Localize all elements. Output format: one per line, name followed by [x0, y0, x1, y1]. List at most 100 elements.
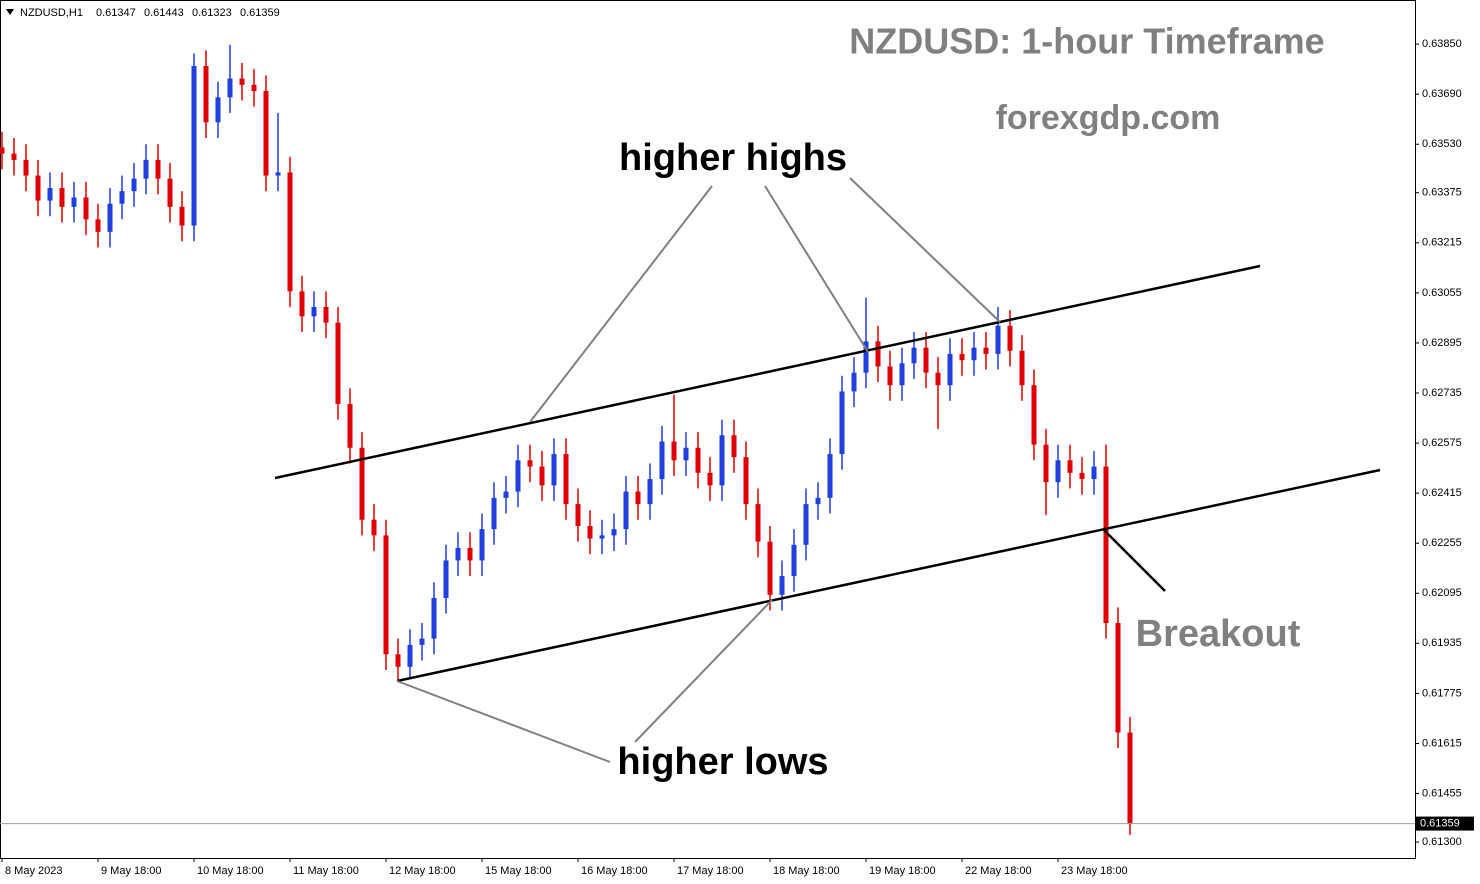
candle-body: [743, 457, 749, 505]
candle-body: [959, 353, 965, 361]
candle-body: [47, 188, 53, 201]
candle-body: [515, 460, 521, 492]
pointer: [634, 599, 773, 743]
candle-body: [371, 519, 377, 536]
candles: [0, 44, 1133, 835]
candle-body: [179, 206, 185, 226]
candle-body: [347, 403, 353, 448]
candle-body: [431, 597, 437, 639]
candle-body: [503, 491, 509, 498]
last-price-label: 0.61359: [1420, 817, 1460, 829]
candle-body: [83, 197, 89, 220]
ohlc: 0.61359: [240, 7, 280, 19]
candle-body: [107, 203, 113, 232]
candle-body: [167, 178, 173, 207]
y-tick-label: 0.62735: [1422, 387, 1462, 399]
x-tick-label: 19 May 18:00: [869, 865, 936, 877]
candle-body: [791, 544, 797, 577]
last-price-tag: [1416, 816, 1474, 831]
candle-body: [971, 347, 977, 361]
candle-body: [731, 435, 737, 458]
candle-body: [563, 454, 569, 505]
candle-body: [875, 341, 881, 367]
candle-body: [839, 391, 845, 455]
candle-body: [683, 447, 689, 461]
candle-body: [419, 638, 425, 645]
candle-body: [479, 529, 485, 561]
candle-body: [1091, 466, 1097, 480]
candle-body: [851, 372, 857, 392]
candle-body: [719, 435, 725, 486]
candle-body: [71, 197, 77, 207]
candle-body: [803, 504, 809, 545]
y-tick-label: 0.61300: [1422, 836, 1462, 848]
candle-body: [887, 366, 893, 386]
x-tick-label: 18 May 18:00: [773, 865, 840, 877]
y-tick-label: 0.63055: [1422, 287, 1462, 299]
candle-body: [227, 78, 233, 98]
candle-body: [1079, 472, 1085, 480]
candle-body: [23, 159, 29, 176]
candle-body: [443, 560, 449, 598]
x-tick-label: 17 May 18:00: [677, 865, 744, 877]
candle-body: [911, 347, 917, 364]
candle-body: [143, 159, 149, 179]
x-tick-label: 12 May 18:00: [389, 865, 456, 877]
candle-body: [455, 547, 461, 561]
candle-body: [815, 497, 821, 505]
candle-body: [1019, 350, 1025, 386]
candle-body: [407, 644, 413, 667]
candle-body: [323, 306, 329, 323]
pointer: [764, 185, 869, 353]
candle-body: [1115, 623, 1121, 733]
candle-body: [155, 159, 161, 179]
chart-subtitle: forexgdp.com: [996, 99, 1221, 137]
y-tick-label: 0.61455: [1422, 787, 1462, 799]
x-tick-label: 22 May 18:00: [965, 865, 1032, 877]
candle-body: [671, 441, 677, 461]
y-tick-label: 0.61775: [1422, 687, 1462, 699]
annotation: Breakout: [1136, 613, 1301, 655]
candle-body: [335, 322, 341, 404]
candle-body: [1103, 466, 1109, 624]
annotation: higher highs: [619, 137, 847, 179]
candle-body: [983, 347, 989, 354]
candle-body: [863, 341, 869, 373]
candle-body: [215, 97, 221, 123]
x-tick-label: 8 May 2023: [5, 865, 62, 877]
candle-body: [707, 472, 713, 486]
upper-trendline: [274, 264, 1261, 480]
candle-body: [551, 454, 557, 486]
candle-body: [935, 372, 941, 386]
candle-body: [827, 454, 833, 498]
candle-body: [0, 147, 5, 154]
candle-body: [395, 654, 401, 667]
ohlc: 0.61323: [192, 7, 232, 19]
candle-body: [251, 84, 257, 92]
candle-body: [191, 66, 197, 226]
x-tick-label: 23 May 18:00: [1061, 865, 1128, 877]
candle-body: [275, 172, 281, 176]
y-tick-label: 0.61935: [1422, 637, 1462, 649]
menu-arrow: [6, 9, 14, 15]
plot-frame: [0, 0, 1416, 859]
candle-body: [119, 191, 125, 204]
candle-body: [1055, 460, 1061, 483]
candle-body: [527, 460, 533, 467]
candle-body: [623, 491, 629, 530]
candle-body: [491, 497, 497, 530]
candle-body: [923, 347, 929, 373]
y-tick-label: 0.62895: [1422, 337, 1462, 349]
pointers: [396, 177, 1001, 763]
candle-body: [599, 535, 605, 539]
candle-body: [263, 91, 269, 176]
pointer: [396, 680, 611, 763]
candle-body: [755, 504, 761, 542]
chart-title: NZDUSD: 1-hour Timeframe: [849, 21, 1324, 62]
candle-body: [575, 504, 581, 527]
candle-body: [95, 219, 101, 232]
candle-body: [695, 447, 701, 473]
candle-body: [1127, 732, 1133, 824]
candle-body: [131, 178, 137, 192]
x-tick-label: 11 May 18:00: [293, 865, 359, 877]
